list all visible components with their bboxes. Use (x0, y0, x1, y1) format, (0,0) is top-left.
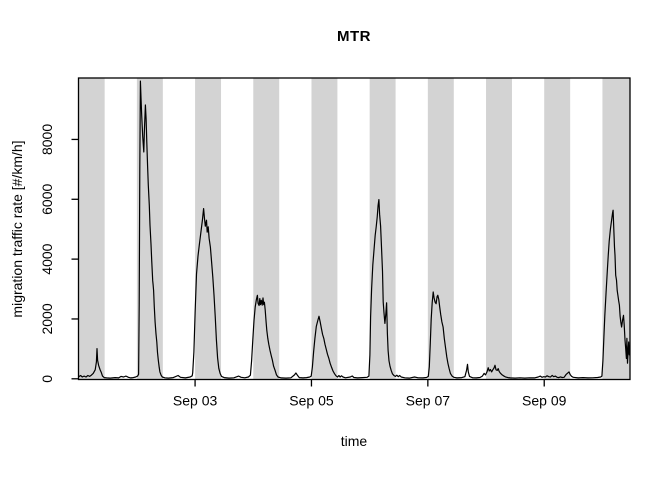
y-axis-label: migration traffic rate [#/km/h] (9, 140, 25, 318)
night-shading-band (78, 78, 105, 380)
y-axis-tick-label: 8000 (39, 124, 55, 155)
chart-title: MTR (337, 28, 371, 45)
x-axis-tick-label: Sep 09 (522, 393, 567, 409)
y-axis-tick-label: 4000 (39, 243, 55, 274)
night-shading-band (427, 78, 454, 380)
y-axis-tick-label: 6000 (39, 183, 55, 214)
y-axis-tick-label: 0 (39, 375, 55, 383)
x-axis-tick-label: Sep 05 (289, 393, 334, 409)
night-shading-band (602, 78, 630, 380)
night-shading-band (253, 78, 280, 380)
mtr-data-line (78, 80, 631, 379)
x-axis-label: time (340, 433, 368, 449)
night-shading-band (369, 78, 396, 380)
plot-box (77, 77, 631, 381)
y-axis-tick-label: 2000 (39, 303, 55, 334)
x-axis-tick-label: Sep 07 (406, 393, 451, 409)
night-shading-band (544, 78, 571, 380)
x-axis-tick-label: Sep 03 (173, 393, 218, 409)
night-shading-band (486, 78, 512, 380)
